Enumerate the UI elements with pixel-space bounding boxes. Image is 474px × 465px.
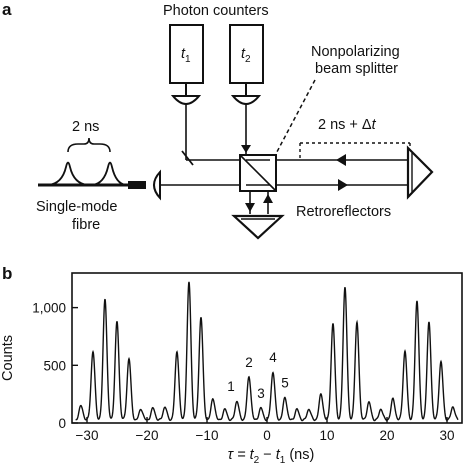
y-tick-label: 500	[43, 358, 66, 373]
fibre-label-line1: Single-mode	[36, 199, 117, 215]
pulse-1	[47, 161, 89, 186]
peak-annotation: 2	[245, 355, 253, 370]
delay-label: 2 ns + Δt	[318, 117, 377, 133]
outgoing-beam-arrow	[338, 179, 348, 191]
peak-annotations: 12 3 45	[227, 350, 289, 401]
panel-a: a Photon counters t1 t2 Nonpolarizing be…	[2, 0, 434, 240]
peak-annotation: 4	[269, 350, 277, 365]
counter-2-lens	[230, 95, 262, 105]
coincidence-trace	[75, 281, 459, 422]
chart: −30 −20 −10 0 10 20 30 0 500 1,000 12 3 45	[32, 272, 463, 443]
counter-2-label: t2	[241, 46, 251, 65]
x-tick-label: 30	[439, 428, 454, 443]
right-retroreflector	[406, 145, 434, 200]
y-tick-label: 1,000	[32, 301, 66, 316]
peak-annotation: 1	[227, 379, 235, 394]
plot-frame	[71, 272, 463, 424]
x-tick-label: −30	[76, 428, 99, 443]
counter-1-label: t1	[181, 46, 191, 65]
x-tick-label: 20	[379, 428, 394, 443]
fibre-connector	[128, 181, 146, 189]
splitter-label-line1: Nonpolarizing	[311, 44, 400, 60]
peaks	[81, 282, 453, 409]
splitter-label-line2: beam splitter	[315, 61, 398, 77]
y-axis-label: Counts	[0, 335, 16, 381]
down-beam-arrow	[245, 203, 255, 212]
splitter-leader-line	[269, 79, 316, 166]
x-tick-label: −20	[136, 428, 159, 443]
input-lens	[153, 169, 161, 201]
pulse-2	[91, 161, 127, 186]
panel-b-letter: b	[2, 264, 12, 283]
fibre-label-line2: fibre	[72, 217, 100, 233]
fold-mirror	[181, 150, 194, 166]
up-beam-arrow	[263, 194, 273, 203]
peak-annotation: 3	[257, 386, 265, 401]
bottom-retroreflector	[231, 214, 285, 240]
x-tick-label: 10	[319, 428, 334, 443]
y-tick-label: 0	[58, 416, 66, 431]
x-tick-label: −10	[196, 428, 219, 443]
panel-b: b Counts −30 −20 −10 0 10 20 30 0 500 1,000 12 3 45…	[0, 264, 463, 465]
peak-annotation: 5	[281, 376, 289, 391]
pulse-spacing-brace	[67, 137, 111, 153]
panel-a-letter: a	[2, 0, 12, 19]
counter-2-beam-arrow	[241, 145, 251, 153]
return-beam-arrow	[336, 154, 346, 166]
ticks: −30 −20 −10 0 10 20 30 0 500 1,000	[32, 301, 454, 443]
retroreflectors-label: Retroreflectors	[296, 204, 391, 220]
photon-counters-label: Photon counters	[163, 3, 269, 19]
x-axis-label: τ = t2 − t1 (ns)	[228, 447, 315, 465]
pulse-spacing-label: 2 ns	[72, 119, 99, 135]
x-tick-label: 0	[263, 428, 271, 443]
counter-1-lens	[170, 95, 202, 105]
